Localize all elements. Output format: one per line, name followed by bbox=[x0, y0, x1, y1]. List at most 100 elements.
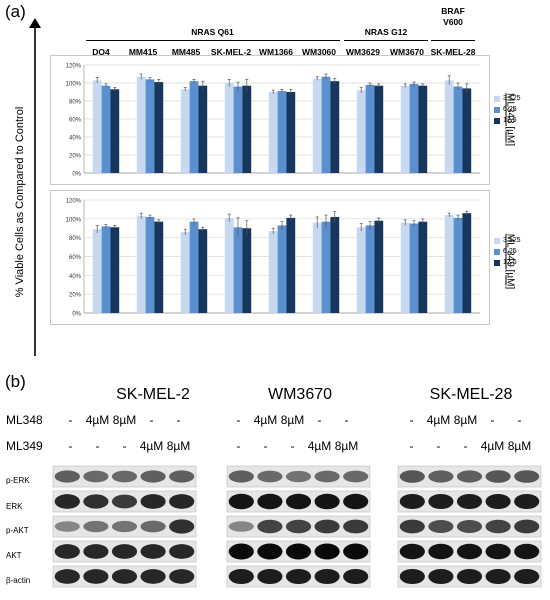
bar bbox=[409, 83, 419, 173]
blot-band bbox=[257, 543, 283, 560]
blot-band bbox=[83, 494, 109, 509]
treatment-value: - bbox=[263, 439, 268, 453]
treatment-value: - bbox=[344, 413, 349, 427]
y-axis-arrow bbox=[29, 18, 41, 356]
bar bbox=[101, 226, 111, 313]
bar bbox=[356, 227, 366, 313]
y-tick-label: 0% bbox=[72, 312, 81, 318]
legend-item: 3.125 bbox=[494, 95, 521, 102]
blot-title-sk-mel-2: SK-MEL-2 bbox=[116, 386, 190, 403]
bar bbox=[330, 216, 340, 313]
legend-label: 6.25 bbox=[503, 106, 517, 113]
bar bbox=[312, 222, 322, 313]
blot-band bbox=[257, 519, 283, 534]
bar bbox=[453, 217, 463, 313]
bar bbox=[101, 85, 111, 173]
blot-band bbox=[343, 519, 369, 534]
western-blot-images bbox=[52, 465, 542, 588]
blot-band bbox=[83, 470, 109, 483]
legend-label: 3.125 bbox=[503, 95, 521, 102]
legend-title-ml349: ML 349 [µM] bbox=[504, 233, 516, 290]
treatment-value: 8µM bbox=[507, 439, 532, 453]
treatment-value: 4µM bbox=[139, 439, 164, 453]
bar bbox=[180, 89, 190, 173]
cell-line-label: DO4 bbox=[92, 47, 110, 57]
blot-title-sk-mel-28: SK-MEL-28 bbox=[429, 386, 513, 403]
cell-line-label: WM3060 bbox=[301, 47, 336, 57]
blot-band bbox=[399, 519, 425, 534]
blot-title-wm3670: WM3670 bbox=[267, 386, 333, 403]
group-line-braf-v600 bbox=[431, 40, 475, 41]
blot-band bbox=[399, 543, 425, 560]
treatment-value: - bbox=[490, 413, 495, 427]
blot-band bbox=[228, 493, 254, 510]
bar bbox=[180, 232, 190, 313]
bar bbox=[277, 91, 287, 173]
blot-band bbox=[314, 493, 340, 510]
blot-band bbox=[111, 569, 138, 584]
treatment-value: 8µM bbox=[166, 439, 191, 453]
bar bbox=[277, 225, 287, 313]
y-tick-label: 120% bbox=[66, 64, 82, 70]
bar bbox=[321, 76, 331, 173]
group-label-nras-g12: NRAS G12 bbox=[364, 27, 408, 37]
blot-label-erk: ERK bbox=[6, 502, 23, 511]
bar bbox=[365, 84, 375, 173]
blot-band bbox=[257, 470, 283, 483]
legend-item: 12.5 bbox=[494, 259, 521, 266]
blot-label-p-akt: p-AKT bbox=[6, 526, 29, 535]
blot-band bbox=[228, 543, 254, 560]
treatment-value: - bbox=[68, 439, 73, 453]
y-tick-label: 60% bbox=[69, 118, 82, 124]
blot-label-p-erk: p-ERK bbox=[6, 476, 30, 485]
blot-band bbox=[111, 544, 138, 559]
treatment-value: - bbox=[236, 413, 241, 427]
blot-band bbox=[140, 494, 166, 509]
blot-band bbox=[54, 569, 80, 584]
bar bbox=[365, 225, 375, 313]
treatment-value: - bbox=[176, 413, 181, 427]
treatment-value: - bbox=[317, 413, 322, 427]
blot-band bbox=[314, 543, 340, 560]
legend-label: 3.125 bbox=[503, 237, 521, 244]
blot-band bbox=[169, 470, 195, 483]
blot-band bbox=[456, 543, 483, 560]
group-line-nras-g12 bbox=[344, 40, 428, 41]
bar bbox=[242, 85, 252, 173]
blot-band bbox=[228, 470, 254, 483]
bar bbox=[233, 86, 243, 173]
blot-band bbox=[285, 543, 312, 560]
blot-band bbox=[111, 520, 138, 533]
blot-band bbox=[343, 470, 369, 483]
y-tick-label: 120% bbox=[66, 199, 82, 205]
treatment-value: - bbox=[463, 439, 468, 453]
blot-label-akt: AKT bbox=[6, 551, 22, 560]
blot-band bbox=[140, 569, 166, 584]
treatment-value: - bbox=[149, 413, 154, 427]
legend-label: 12.5 bbox=[503, 117, 517, 124]
treatment-value: 4µM bbox=[307, 439, 332, 453]
treatment-value: 4µM bbox=[253, 413, 278, 427]
bar bbox=[242, 228, 252, 313]
blot-band bbox=[285, 470, 312, 483]
y-tick-label: 20% bbox=[69, 293, 82, 299]
bar-chart-ml349: 0% 20% 40% 60% 80% 100% 120% bbox=[50, 190, 490, 325]
blot-band bbox=[343, 543, 369, 560]
bar bbox=[198, 229, 208, 313]
legend-item: 6.25 bbox=[494, 248, 521, 255]
blot-band bbox=[343, 568, 369, 585]
group-label-braf-v600: BRAF V600 bbox=[441, 6, 465, 27]
bar bbox=[374, 220, 384, 313]
bar bbox=[444, 80, 454, 173]
bar bbox=[198, 85, 208, 173]
blot-band bbox=[257, 568, 283, 585]
bar bbox=[374, 85, 384, 173]
treatment-value: - bbox=[290, 439, 295, 453]
blot-band bbox=[140, 544, 166, 559]
y-axis-label: % Viable Cells as Compared to Control bbox=[14, 106, 26, 298]
panel-b-label: (b) bbox=[5, 372, 26, 391]
blot-band bbox=[514, 543, 540, 560]
blot-band bbox=[456, 493, 483, 510]
blot-band bbox=[343, 493, 369, 510]
panel-a-label: (a) bbox=[5, 2, 26, 21]
